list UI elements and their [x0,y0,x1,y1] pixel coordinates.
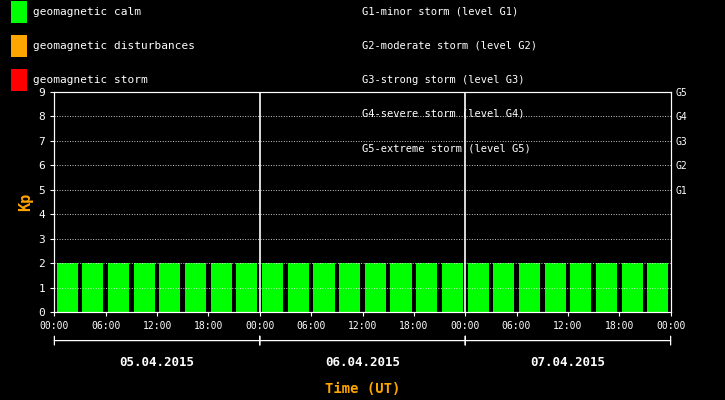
Bar [57,263,78,312]
Bar [185,263,206,312]
Text: G1-minor storm (level G1): G1-minor storm (level G1) [362,7,519,17]
Bar [391,263,412,312]
Text: G2-moderate storm (level G2): G2-moderate storm (level G2) [362,41,537,51]
Text: 05.04.2015: 05.04.2015 [120,356,194,369]
Bar [313,263,334,312]
Text: G3-strong storm (level G3): G3-strong storm (level G3) [362,75,525,85]
Y-axis label: Kp: Kp [18,193,33,211]
Bar [365,263,386,312]
Text: Time (UT): Time (UT) [325,382,400,396]
Text: geomagnetic disturbances: geomagnetic disturbances [33,41,194,51]
Bar [596,263,617,312]
Bar [108,263,129,312]
Text: geomagnetic storm: geomagnetic storm [33,75,147,85]
Bar [442,263,463,312]
Text: G4-severe storm (level G4): G4-severe storm (level G4) [362,109,525,119]
Bar [493,263,514,312]
Bar [339,263,360,312]
Bar [288,263,309,312]
Bar [133,263,154,312]
Bar [647,263,668,312]
Bar [571,263,592,312]
Bar [211,263,232,312]
Text: G5-extreme storm (level G5): G5-extreme storm (level G5) [362,143,531,153]
Text: 06.04.2015: 06.04.2015 [325,356,400,369]
Bar [160,263,181,312]
Bar [468,263,489,312]
Bar [519,263,540,312]
Bar [83,263,104,312]
Bar [544,263,566,312]
Text: 07.04.2015: 07.04.2015 [531,356,605,369]
Bar [262,263,283,312]
Bar [416,263,437,312]
Bar [236,263,257,312]
Text: geomagnetic calm: geomagnetic calm [33,7,141,17]
Bar [621,263,642,312]
